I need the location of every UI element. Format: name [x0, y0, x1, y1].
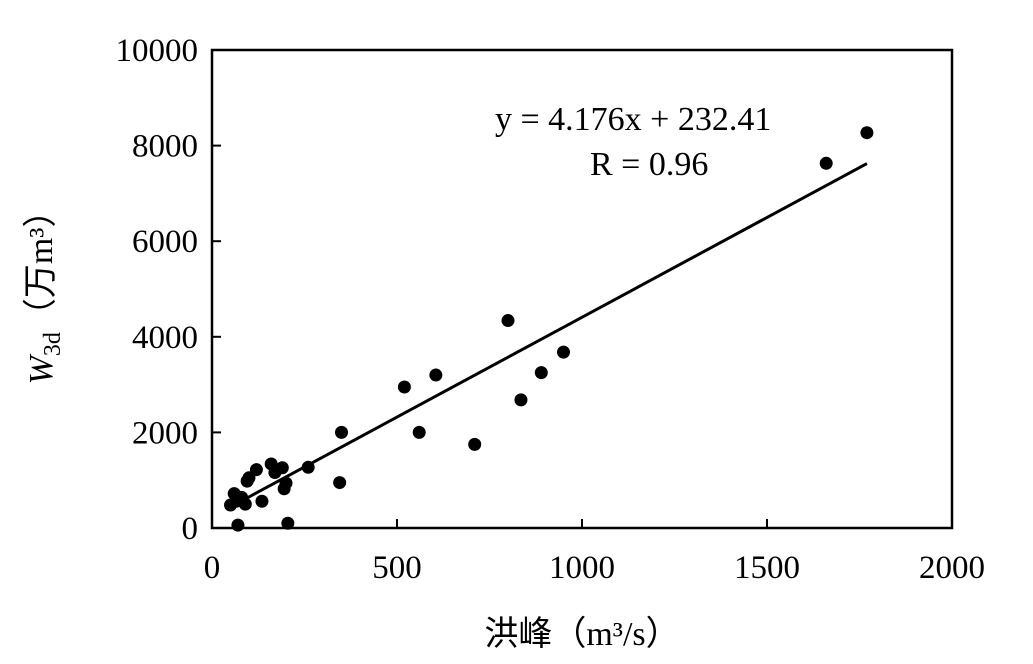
y-axis-ticks: 0 2000 4000 6000 8000 10000 — [116, 33, 221, 547]
data-point — [501, 314, 515, 328]
data-points — [224, 126, 874, 532]
data-point — [301, 460, 315, 474]
data-point — [429, 368, 443, 382]
data-point — [279, 476, 293, 490]
y-tick-label: 0 — [182, 511, 199, 547]
data-point — [231, 518, 245, 532]
data-point — [534, 366, 548, 380]
data-point — [397, 380, 411, 394]
x-tick-label: 1500 — [734, 550, 800, 586]
data-point — [333, 476, 347, 490]
data-point — [860, 126, 874, 140]
data-point — [468, 437, 482, 451]
y-axis-title: W3d（万m³） — [22, 194, 66, 385]
data-point — [275, 461, 289, 475]
trend-line — [229, 162, 868, 509]
data-point — [557, 345, 570, 359]
data-point — [819, 156, 833, 170]
y-tick-label: 8000 — [132, 129, 198, 165]
y-tick-label: 10000 — [116, 33, 199, 69]
data-point — [335, 425, 348, 439]
y-axis-title-sub: 3d — [40, 332, 66, 356]
y-tick-label: 2000 — [132, 415, 198, 451]
x-axis-title: 洪峰（m³/s） — [484, 615, 679, 653]
x-tick-label: 2000 — [919, 550, 985, 586]
y-axis-title-unit: （万m³） — [22, 194, 60, 333]
correlation-label: R = 0.96 — [590, 146, 708, 183]
x-tick-label: 1000 — [549, 550, 615, 586]
x-tick-label: 500 — [372, 550, 422, 586]
x-axis-ticks: 0 500 1000 1500 2000 — [204, 519, 985, 586]
data-point — [281, 516, 295, 530]
data-point — [514, 393, 528, 407]
trend-equation: y = 4.176x + 232.41 — [495, 101, 771, 138]
data-point — [412, 425, 426, 439]
y-tick-label: 6000 — [132, 224, 198, 260]
data-point — [249, 463, 263, 477]
data-point — [238, 497, 252, 511]
x-tick-label: 0 — [204, 550, 221, 586]
y-axis-title-main: W — [23, 353, 60, 384]
y-tick-label: 4000 — [132, 320, 198, 356]
data-point — [255, 494, 269, 508]
